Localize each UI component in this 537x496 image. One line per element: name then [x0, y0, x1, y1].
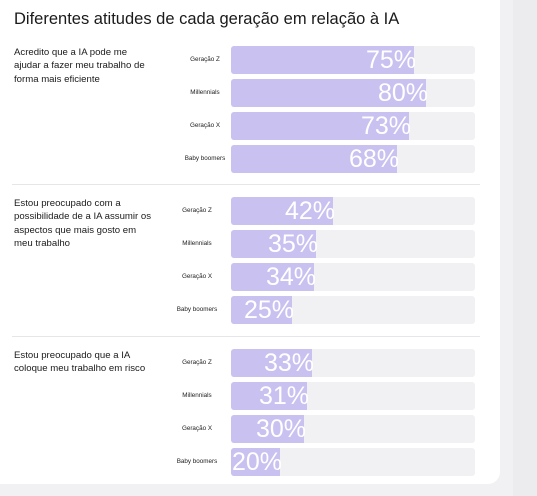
question-label: Estou preocupado que a IA coloque meu tr…	[14, 350, 146, 375]
bar-track: 30%	[231, 415, 475, 443]
generation-label-text: Geração X	[181, 425, 213, 433]
bar	[231, 382, 307, 410]
bar-value-label: 33%	[263, 349, 314, 377]
bar	[231, 230, 316, 258]
background-strip	[513, 0, 537, 496]
generation-label: Baby boomers	[174, 448, 220, 476]
generation-label-text: Geração Z	[182, 359, 212, 367]
generation-label: Millennials	[174, 230, 220, 258]
bar-track: 80%	[231, 79, 475, 107]
bar-track: 20%	[231, 448, 475, 476]
generation-label: Geração Z	[182, 46, 228, 74]
bar-value-label: 25%	[243, 296, 294, 324]
generation-label: Geração Z	[174, 197, 220, 225]
generation-label-text: Millennials	[190, 89, 220, 97]
bar-track: 31%	[231, 382, 475, 410]
bar-track: 68%	[231, 145, 475, 173]
generation-label: Geração X	[174, 415, 220, 443]
question-label: Estou preocupado com a possibilidade de …	[14, 198, 152, 249]
bar-track: 73%	[231, 112, 475, 140]
generation-label-text: Geração Z	[182, 207, 212, 215]
generation-label-text: Millennials	[182, 392, 212, 400]
bar	[231, 112, 409, 140]
bar-value-label: 73%	[360, 112, 411, 140]
bar-value-label: 34%	[265, 263, 316, 291]
generation-label-text: Baby boomers	[176, 306, 218, 314]
chart-title: Diferentes atitudes de cada geração em r…	[14, 10, 400, 28]
bar	[231, 296, 292, 324]
generation-label: Geração X	[182, 112, 228, 140]
bar	[231, 349, 312, 377]
bar-value-label: 42%	[284, 197, 335, 225]
bar-track: 34%	[231, 263, 475, 291]
chart-card: Diferentes atitudes de cada geração em r…	[0, 0, 500, 484]
bar-value-label: 75%	[365, 46, 416, 74]
generation-label: Geração Z	[174, 349, 220, 377]
generation-label-text: Geração X	[181, 273, 213, 281]
generation-label-text: Geração Z	[190, 56, 220, 64]
generation-label: Millennials	[182, 79, 228, 107]
generation-label-text: Geração X	[189, 122, 221, 130]
bar	[231, 79, 426, 107]
generation-label: Millennials	[174, 382, 220, 410]
generation-label: Baby boomers	[174, 296, 220, 324]
generation-label-text: Baby boomers	[176, 458, 218, 466]
bar-track: 42%	[231, 197, 475, 225]
section-divider	[12, 184, 480, 185]
generation-label-text: Millennials	[182, 240, 212, 248]
section-divider	[12, 336, 480, 337]
bar-value-label: 30%	[255, 415, 306, 443]
question-label: Acredito que a IA pode me ajudar a fazer…	[14, 47, 145, 85]
bar	[231, 415, 304, 443]
bar-track: 35%	[231, 230, 475, 258]
generation-label-text: Baby boomers	[184, 155, 226, 163]
bar	[231, 197, 333, 225]
bar-value-label: 20%	[231, 448, 282, 476]
bar-value-label: 35%	[267, 230, 318, 258]
bar-value-label: 68%	[348, 145, 399, 173]
bar-value-label: 31%	[258, 382, 309, 410]
generation-label: Geração X	[174, 263, 220, 291]
bar	[231, 448, 280, 476]
bar-track: 25%	[231, 296, 475, 324]
bar	[231, 263, 314, 291]
bar	[231, 46, 414, 74]
generation-label: Baby boomers	[182, 145, 228, 173]
bar	[231, 145, 397, 173]
bar-value-label: 80%	[377, 79, 428, 107]
bar-track: 75%	[231, 46, 475, 74]
bar-track: 33%	[231, 349, 475, 377]
